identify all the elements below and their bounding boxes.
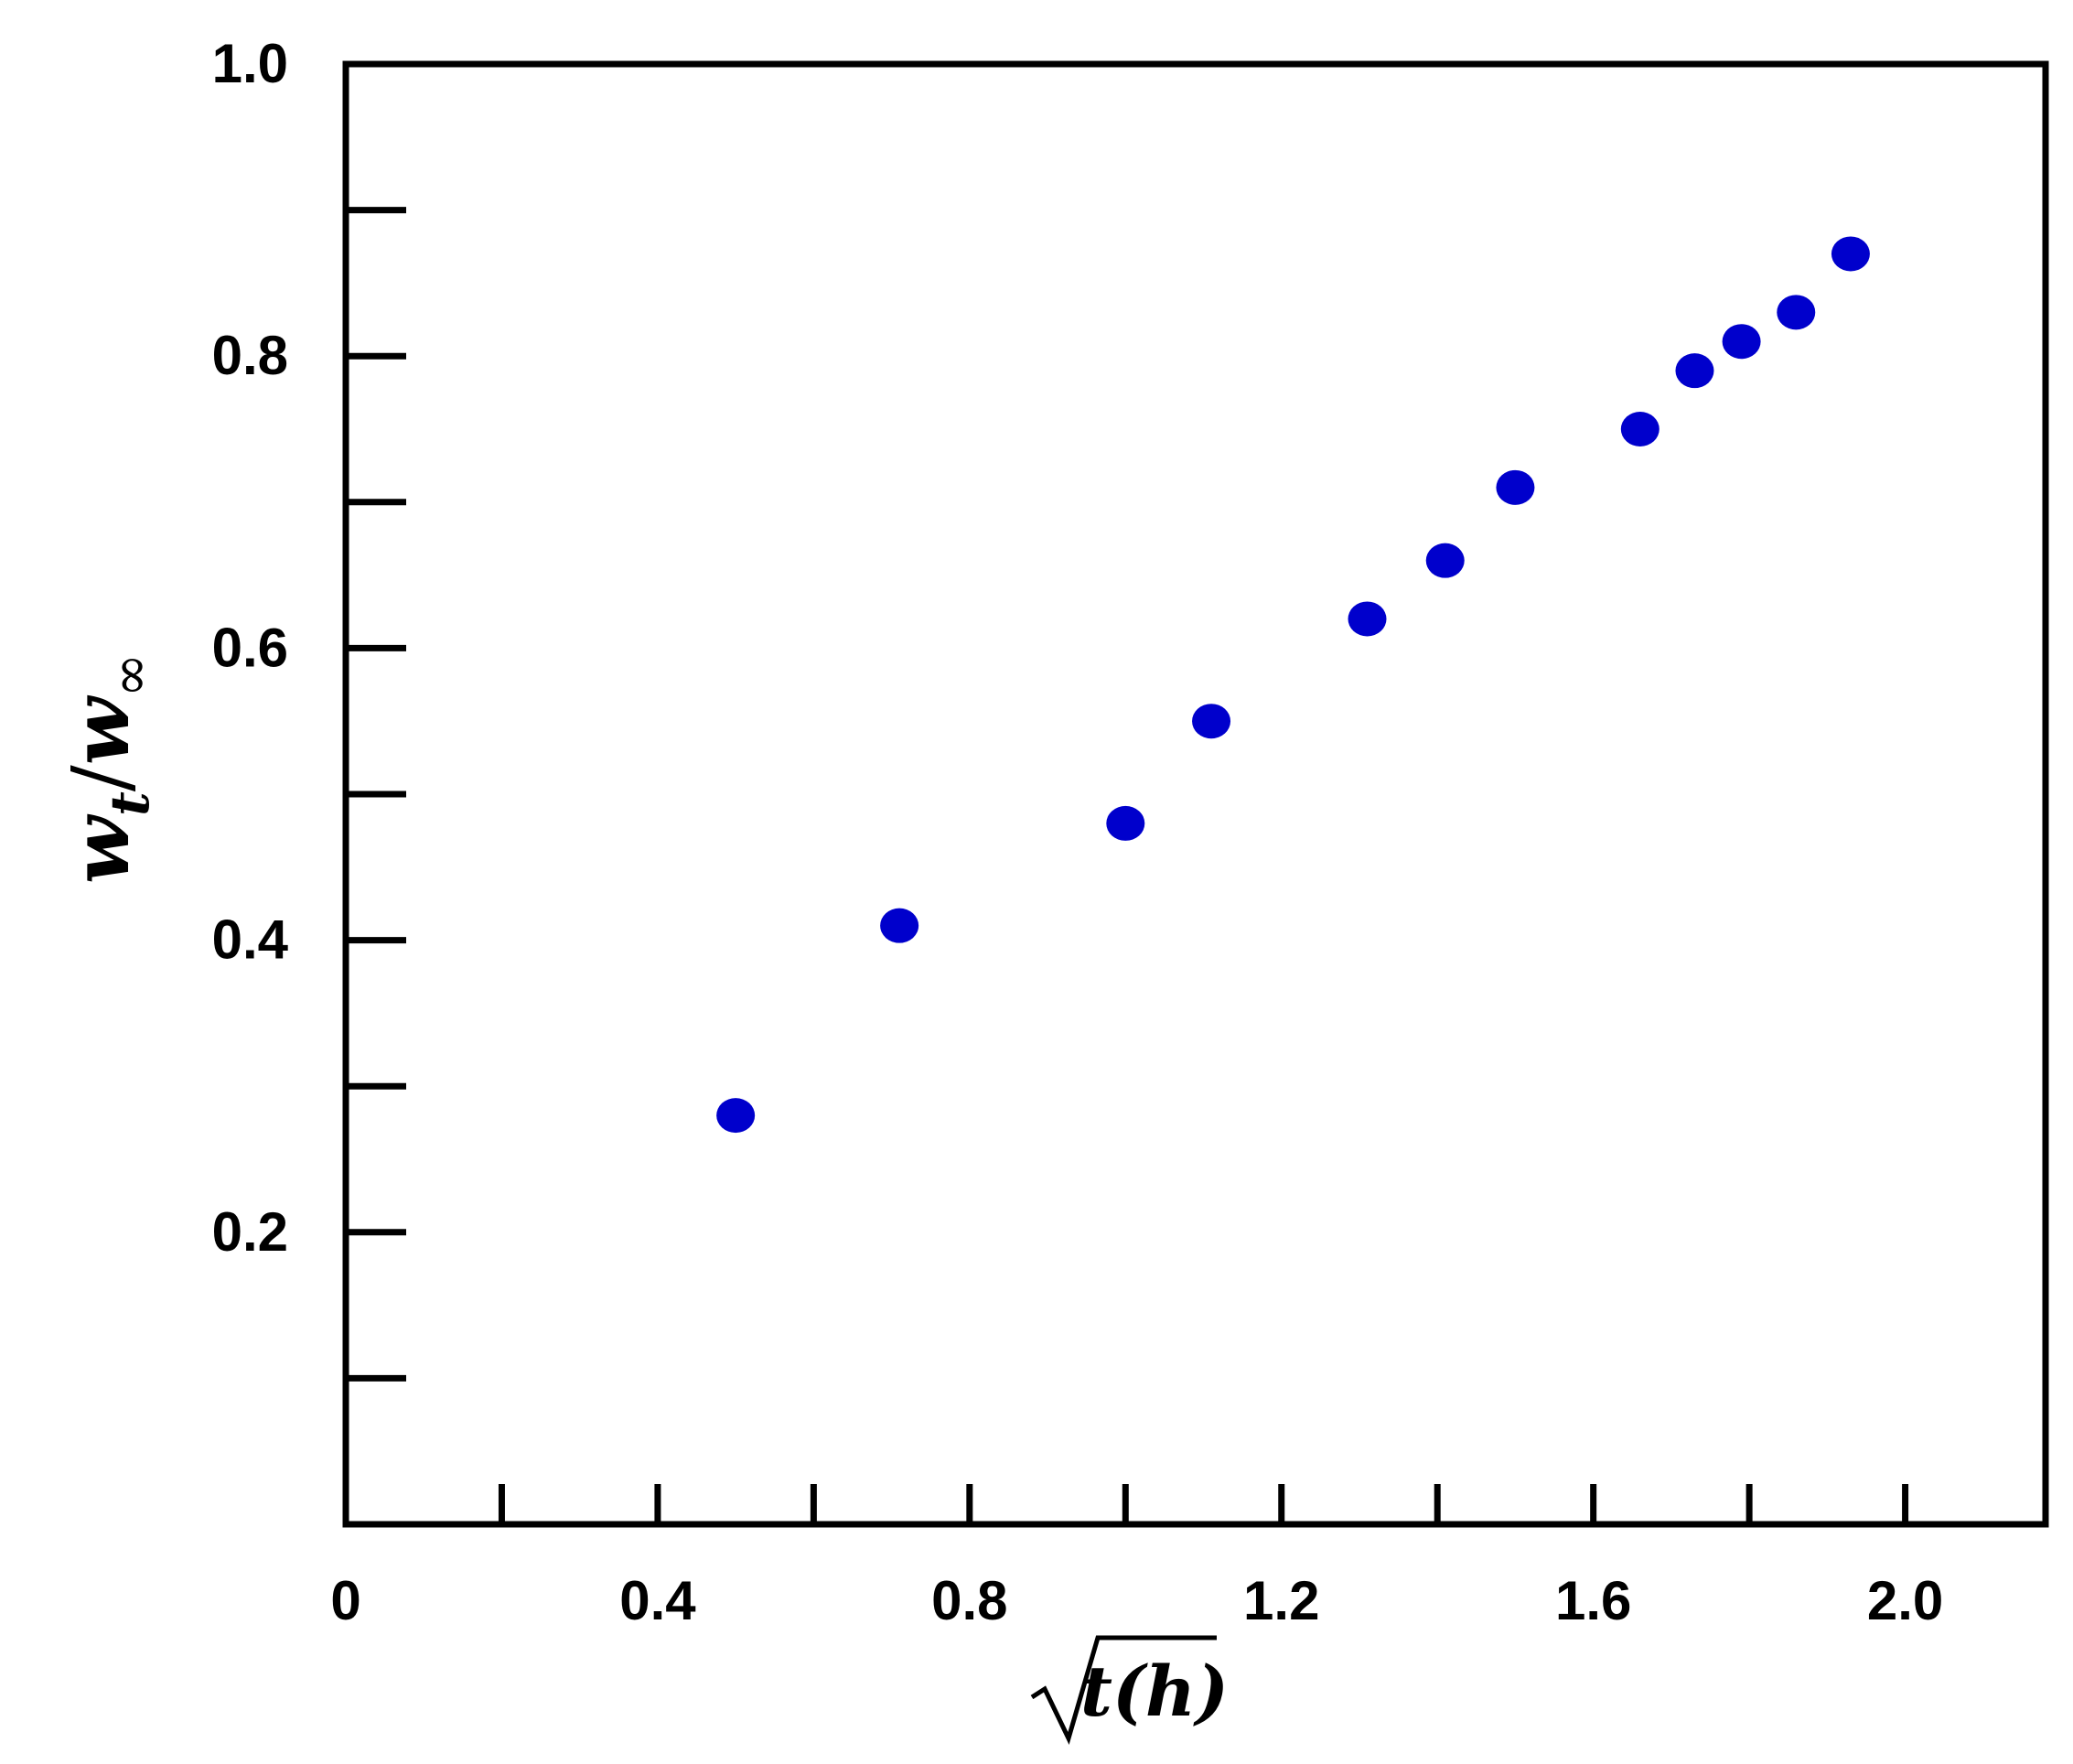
svg-text:wt/w∞: wt/w∞ (55, 653, 161, 884)
y-tick-label: 0.4 (212, 909, 289, 971)
data-point (1831, 236, 1870, 272)
y-axis-title-slash: / (56, 765, 147, 791)
x-axis-title: t(h) (1030, 1635, 1229, 1745)
plot-frame (342, 60, 2049, 1528)
y-tick-label: 0.8 (212, 325, 288, 386)
y-tick-label: 0.2 (212, 1201, 288, 1263)
data-point (1425, 543, 1465, 578)
y-axis-title-base: w (55, 813, 147, 884)
y-axis-title-sub-den: ∞ (99, 653, 161, 697)
data-points (716, 236, 1870, 1134)
y-axis-title-base-2: w (55, 694, 147, 765)
data-point (1348, 601, 1387, 637)
sqrt-sign (1030, 1635, 1217, 1745)
x-tick-label: 2.0 (1867, 1570, 1943, 1631)
data-point (1675, 353, 1714, 389)
plot-border (342, 60, 2049, 1528)
x-axis-title-text: t(h) (1080, 1651, 1229, 1732)
x-axis-ticks (498, 1484, 1909, 1524)
y-axis-ticks (346, 207, 406, 1382)
y-axis-tick-labels: 0.2 0.4 0.6 0.8 1.0 (212, 33, 289, 1263)
data-point (1620, 412, 1659, 446)
y-axis-title: wt/w∞ (55, 653, 161, 884)
x-tick-label: 0 (330, 1570, 360, 1631)
data-point (1106, 805, 1145, 841)
x-axis-tick-labels: 0 0.4 0.8 1.2 1.6 2.0 (330, 1570, 1943, 1631)
data-point (1496, 469, 1535, 505)
x-tick-label: 0.8 (931, 1570, 1007, 1631)
x-tick-label: 0.4 (619, 1570, 696, 1631)
data-point (1192, 704, 1231, 739)
y-axis-title-sub-num: t (99, 791, 161, 816)
data-point (880, 908, 919, 943)
data-point (1777, 295, 1816, 330)
y-tick-label: 1.0 (212, 33, 288, 94)
x-tick-label: 1.6 (1555, 1570, 1631, 1631)
data-point (716, 1098, 756, 1134)
y-tick-label: 0.6 (212, 617, 288, 678)
data-point (1722, 324, 1761, 360)
x-tick-label: 1.2 (1243, 1570, 1319, 1631)
